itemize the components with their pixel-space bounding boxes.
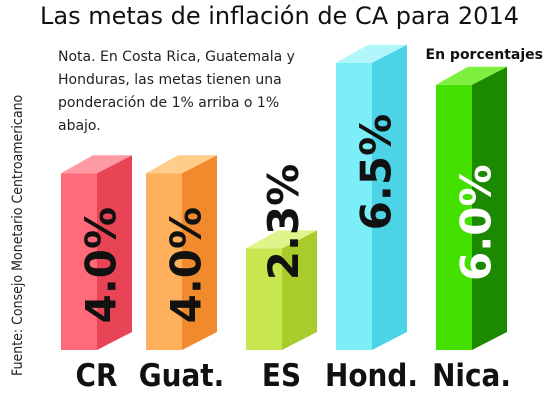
bar-group: 6.5% Hond. — [325, 44, 418, 394]
bar-top-face — [336, 44, 407, 63]
bar-side-face — [182, 155, 217, 350]
bar-front-face — [146, 173, 182, 350]
bar-front-face — [61, 173, 97, 350]
bar-side-face — [372, 44, 407, 350]
bar-side-face — [282, 230, 317, 350]
bar-top-face — [146, 155, 217, 174]
category-label: Guat. — [139, 358, 225, 394]
bar-front-face — [336, 62, 372, 350]
bar-group: 6.0% Nica. — [432, 66, 511, 394]
category-label: Nica. — [432, 358, 511, 394]
bar-side-face — [472, 66, 507, 351]
bar-group: 2.3% ES — [246, 164, 317, 394]
bar-value-label: 2.3% — [259, 164, 308, 280]
bar-value-label: 6.5% — [352, 114, 401, 230]
chart-title: Las metas de inflación de CA para 2014 — [40, 2, 519, 30]
bar-group: 4.0% CR — [61, 155, 132, 394]
footnote: Nota. En Costa Rica, Guatemala y Hondura… — [58, 49, 295, 134]
bar-value-label: 4.0% — [162, 207, 211, 323]
bar-value-label: 4.0% — [77, 207, 126, 323]
category-label: Hond. — [325, 358, 418, 394]
bar-value-label: 6.0% — [452, 164, 501, 280]
bar-top-face — [436, 66, 507, 85]
bar-side-face — [97, 155, 132, 350]
bar-group: 4.0% Guat. — [139, 155, 225, 394]
category-label: ES — [262, 358, 301, 394]
category-label: CR — [76, 358, 118, 394]
bar-front-face — [246, 248, 282, 350]
bar-top-face — [61, 155, 132, 174]
unit-label: En porcentajes — [425, 47, 543, 63]
bar-front-face — [436, 84, 472, 351]
bar-top-face — [246, 230, 317, 249]
